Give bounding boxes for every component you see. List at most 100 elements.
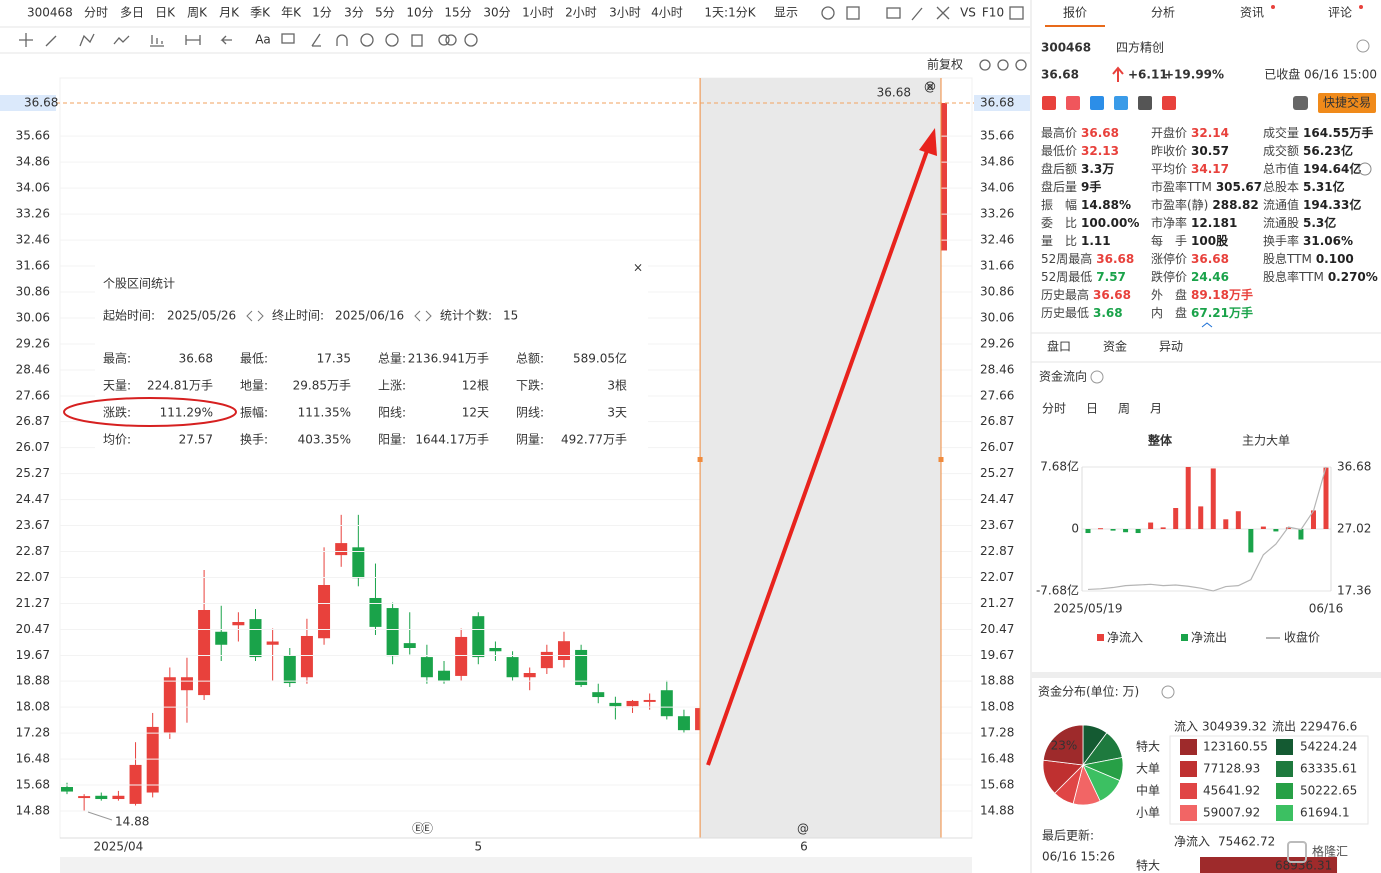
panel-tab[interactable]: 分析 [1151,6,1175,20]
display-menu[interactable]: 显示 [774,6,798,20]
tool-icon[interactable] [311,33,321,47]
candle-body [95,795,108,800]
text-tool[interactable]: Aa [255,33,271,47]
period-tab[interactable]: 年K [281,6,302,20]
y-tick-label: 22.87 [16,544,50,558]
panel-tab[interactable]: 报价 [1063,5,1087,20]
f10-button[interactable]: F10 [982,6,1004,20]
field-value: 0.270% [1328,270,1378,284]
field-label: 内 盘 [1151,305,1187,320]
period-tab[interactable]: 30分 [483,6,510,20]
tool-icon[interactable] [150,35,164,47]
tool-icon[interactable] [19,33,33,47]
x-tick-label: 2025/04 [93,840,143,854]
period-tab[interactable]: 4小时 [651,6,683,20]
field-value: 0.100 [1316,252,1354,266]
tool-icon[interactable] [464,33,478,47]
flow-period[interactable]: 月 [1150,402,1162,416]
collapse-icon[interactable] [1201,322,1213,328]
period-tab[interactable]: 周K [187,6,208,20]
panel-tab[interactable]: 资讯 [1240,6,1264,20]
candle-body [523,673,536,678]
sub-tab[interactable]: 异动 [1159,340,1183,354]
period-tab[interactable]: 1小时 [522,6,554,20]
feature-icon[interactable] [1138,96,1152,110]
sub-tab[interactable]: 盘口 [1047,339,1071,354]
annotation-ellipse [63,397,237,427]
info-icon[interactable] [1161,685,1175,699]
tool-icon[interactable] [185,35,201,45]
period-tab[interactable]: 多日 [120,6,144,20]
stats-end[interactable]: 2025/06/16 [335,309,404,323]
panel-tab[interactable]: 评论 [1328,6,1352,20]
stock-code[interactable]: 300468 [27,6,73,20]
sub-tab[interactable]: 资金 [1103,339,1127,354]
date-stepper[interactable] [246,310,264,322]
tool-icon[interactable] [411,34,423,47]
tool-icon[interactable] [911,7,923,21]
flow-period[interactable]: 日 [1086,402,1098,416]
info-icon[interactable] [1090,370,1104,384]
stats-close[interactable]: × [633,261,643,275]
candle-body [438,670,451,681]
event-marker[interactable]: Ⓔ [412,822,424,836]
settings-icon[interactable] [1356,39,1370,53]
selection-handle[interactable] [938,457,944,462]
quote-field: 成交额 56.23亿 [1263,143,1353,158]
tool-icon[interactable] [360,33,374,47]
feature-icon[interactable] [1090,96,1104,110]
tool-icon[interactable] [846,6,860,20]
tool-icon[interactable] [336,34,348,46]
period-tab[interactable]: 分时 [84,6,108,20]
selection-handle[interactable] [697,457,703,462]
field-label: 52周最低 [1041,270,1092,284]
stats-start[interactable]: 2025/05/26 [167,309,236,323]
flow-view[interactable]: 整体 [1147,433,1173,448]
flow-view[interactable]: 主力大单 [1242,434,1290,448]
tool-icon[interactable] [445,34,457,46]
tool-icon[interactable] [979,59,991,71]
date-stepper[interactable] [414,310,432,322]
trade-button[interactable] [1318,93,1376,113]
feature-icon[interactable] [1066,96,1080,110]
quote-field: 委 比 100.00% [1041,216,1139,230]
tool-icon[interactable] [79,33,95,47]
tool-icon[interactable] [821,6,835,20]
tool-icon[interactable] [936,6,950,20]
period-tab[interactable]: 3分 [344,6,364,20]
flow-period[interactable]: 周 [1118,402,1130,416]
adjust-mode[interactable]: 前复权 [927,57,963,72]
feature-icon[interactable] [1042,96,1056,110]
more-icon[interactable] [1358,162,1372,176]
tool-icon[interactable] [45,35,57,47]
period-tab[interactable]: 15分 [444,6,471,20]
period-tab[interactable]: 1天:1分K [704,6,756,20]
event-marker[interactable]: @ [797,822,809,836]
period-tab[interactable]: 2小时 [565,6,597,20]
period-tab[interactable]: 季K [250,6,271,20]
tool-icon[interactable] [220,35,232,45]
tool-icon[interactable] [281,33,295,44]
period-tab[interactable]: 1分 [312,6,332,20]
compare-button[interactable]: VS [960,6,976,20]
tool-icon[interactable] [385,33,399,47]
y-tick-label: 18.88 [16,674,50,688]
tool-icon[interactable] [997,59,1009,71]
period-tab[interactable]: 日K [155,6,176,20]
feature-icon[interactable] [1162,96,1176,110]
flow-period[interactable]: 分时 [1042,402,1066,416]
event-marker[interactable]: Ⓔ [421,822,433,836]
stats-label: 阳量: [378,433,406,447]
period-tab[interactable]: 月K [219,6,240,20]
period-tab[interactable]: 10分 [406,6,433,20]
tool-icon[interactable] [1015,59,1027,71]
tool-icon[interactable] [113,35,130,45]
period-tab[interactable]: 5分 [375,6,395,20]
tool-icon[interactable] [438,34,450,46]
tool-icon[interactable] [1009,6,1024,20]
feature-icon[interactable] [1114,96,1128,110]
period-tab[interactable]: 3小时 [609,6,641,20]
close-button[interactable]: × [925,80,935,94]
alert-icon[interactable] [1293,96,1308,110]
tool-icon[interactable] [886,7,901,19]
